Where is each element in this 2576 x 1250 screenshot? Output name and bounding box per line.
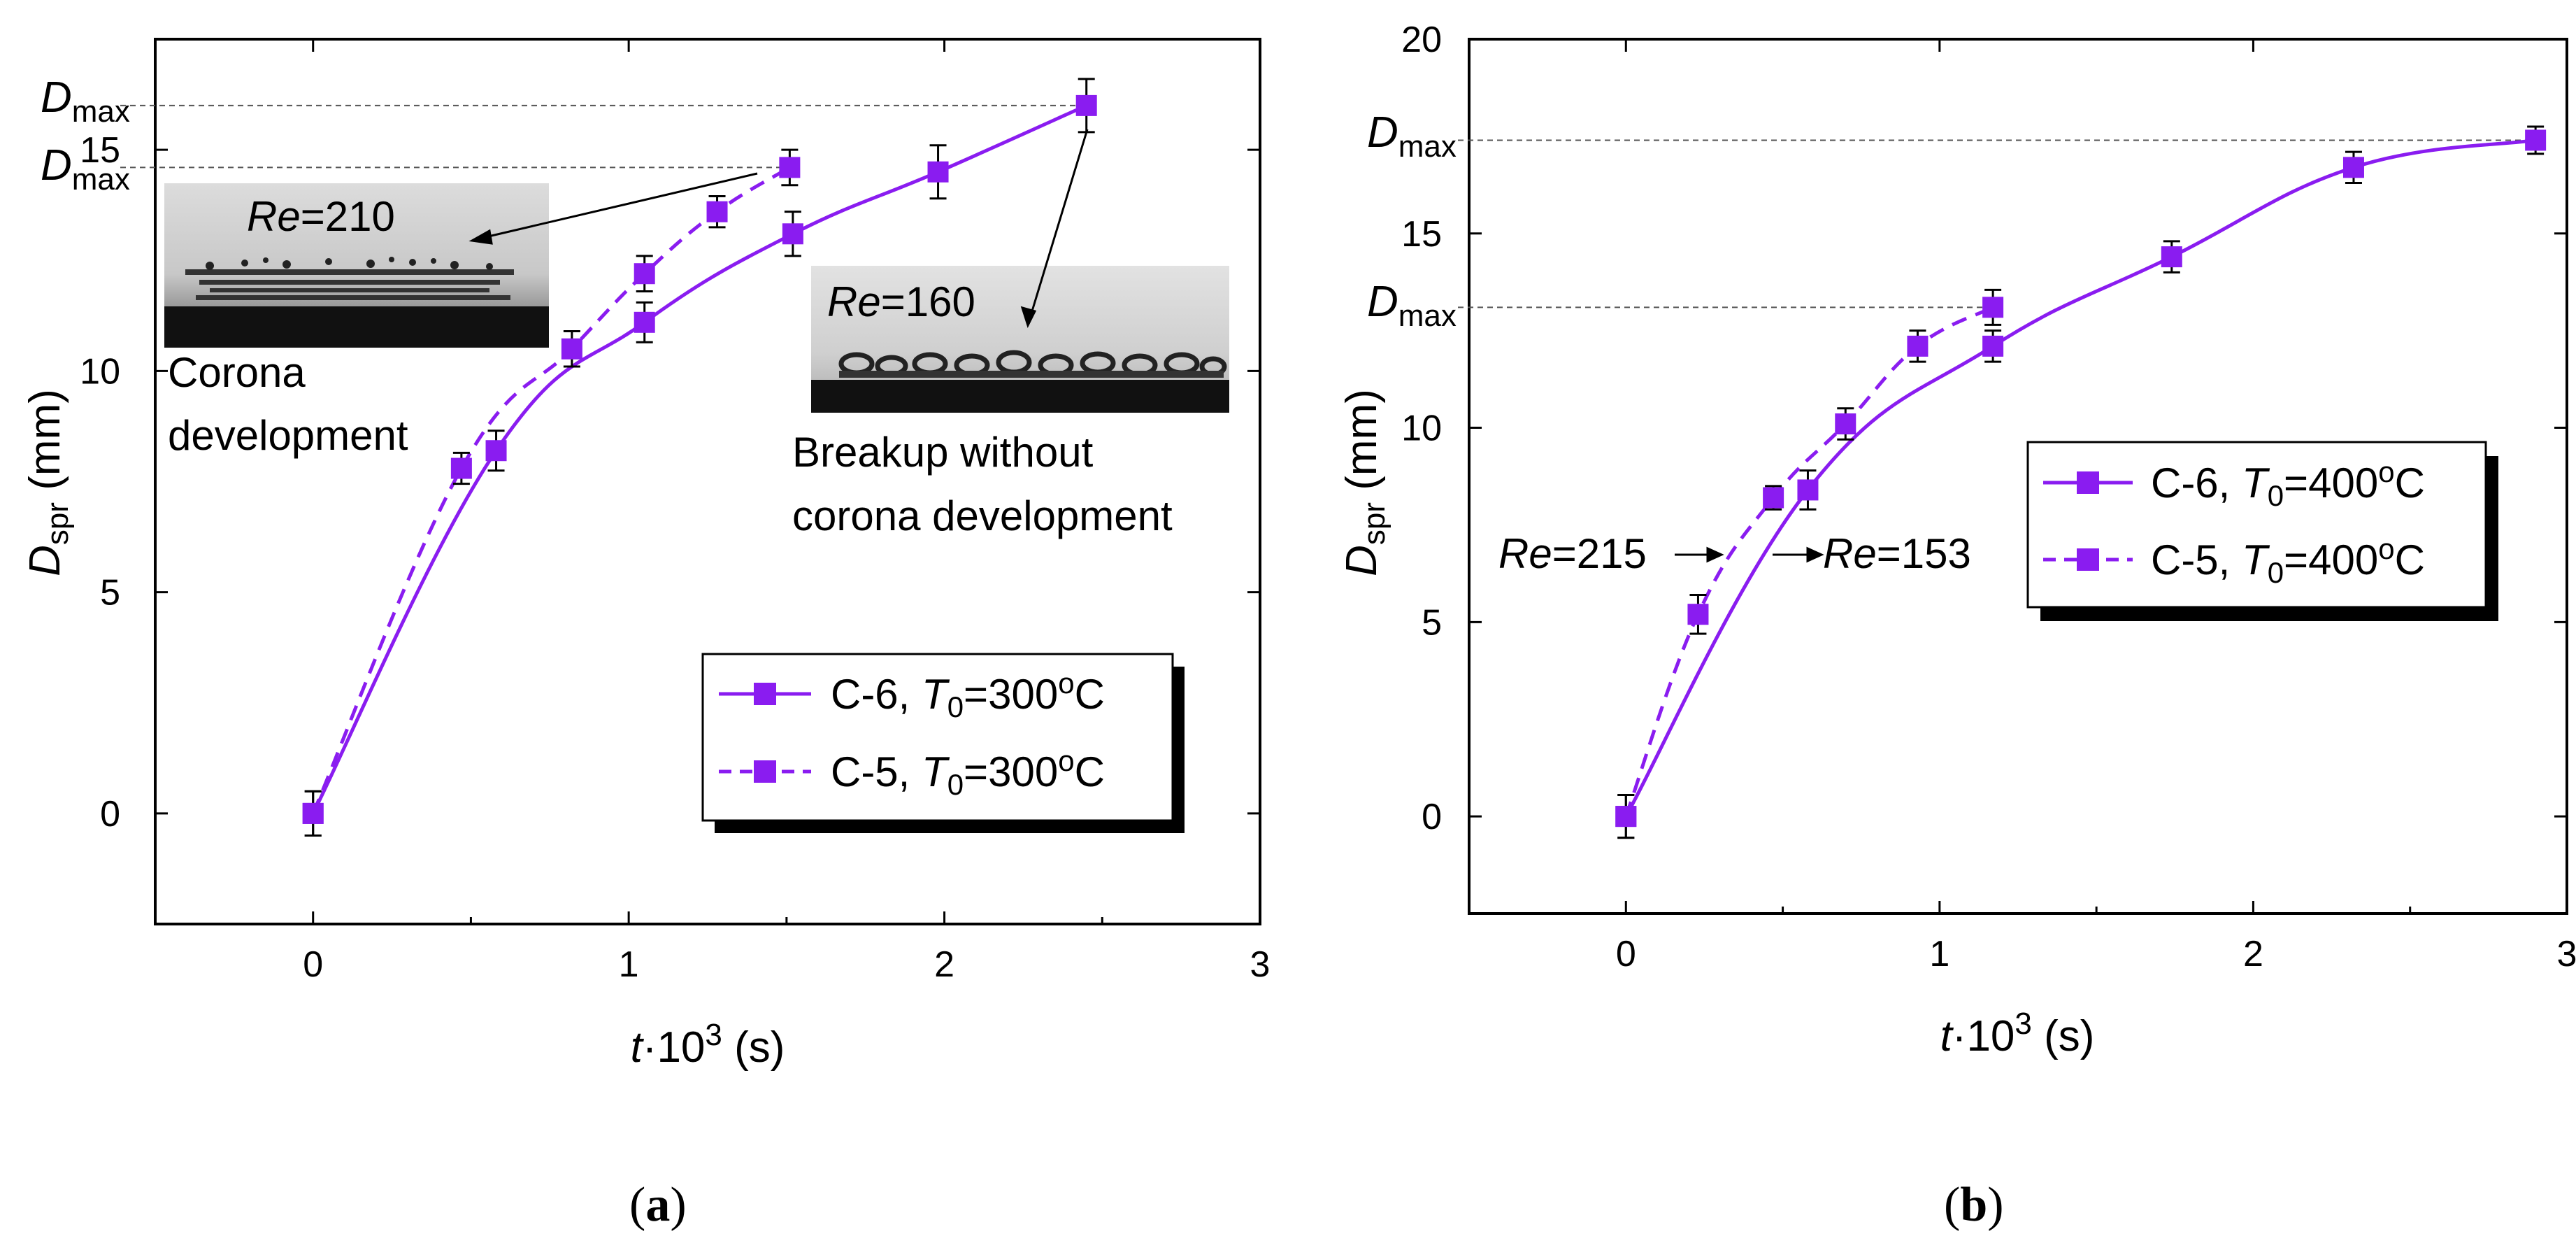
data-point-c-5-b xyxy=(1687,604,1709,625)
panel-label-b: (b) xyxy=(1944,1178,2004,1232)
legend-a: C-6, T0=300oC C-5, T0=300oC xyxy=(701,653,1185,833)
y-axis-label-b: Dspr (mm) xyxy=(1338,389,1391,576)
data-point-c-6-a xyxy=(634,311,655,333)
dmax-label-b-upper: Dmax xyxy=(1367,108,1457,164)
x-axis-label-b: t·103 (s) xyxy=(1940,1007,2095,1060)
data-point-c-5-a xyxy=(634,263,655,285)
inset-photo-re210 xyxy=(164,183,549,348)
breakup-label-line2: corona development xyxy=(792,492,1173,539)
re160-annotation: Re=160 xyxy=(827,278,975,325)
x-tick-label-a: 0 xyxy=(303,944,323,985)
x-tick-label-b: 3 xyxy=(2557,934,2576,974)
dmax-lines-a xyxy=(120,104,1087,169)
data-point-c-5-a xyxy=(302,802,324,824)
dmax-lines-b xyxy=(1458,139,2536,308)
chart-panel-a: Re=210 Re=160 Corona development Breakup… xyxy=(21,38,1270,1232)
data-point-c-5-a xyxy=(561,338,582,360)
data-point-c-6-b xyxy=(1982,335,2004,357)
data-point-c-5-a xyxy=(779,157,801,178)
inset-photo-re160 xyxy=(811,266,1229,413)
legend-a-c6: C-6, T0=300oC xyxy=(831,667,1105,723)
panel-label-a: (a) xyxy=(629,1178,687,1232)
x-tick-label-a: 3 xyxy=(1250,944,1271,985)
data-point-c-6-b xyxy=(2342,157,2364,178)
data-point-c-6-b xyxy=(2161,246,2182,268)
plot-frame-a xyxy=(154,38,1261,925)
re210-annotation: Re=210 xyxy=(247,193,395,240)
dmax-label-a-upper: Dmax xyxy=(41,73,130,129)
series-group-a xyxy=(302,78,1097,837)
dmax-label-b-lower: Dmax xyxy=(1367,278,1457,333)
data-point-c-5-b xyxy=(1615,806,1637,828)
axis-ticks-a: 0 1 2 3 0 5 10 15 xyxy=(80,39,1270,985)
plot-frame-b xyxy=(1468,38,2568,915)
y-tick-label-a: 15 xyxy=(80,130,120,171)
series-group-b xyxy=(1615,125,2547,839)
y-tick-label-b: 5 xyxy=(1422,602,1442,643)
legend-b-c6: C-6, T0=400oC xyxy=(2151,455,2425,512)
y-tick-label-b: 20 xyxy=(1401,20,1442,60)
data-point-c-6-a xyxy=(1075,94,1097,116)
data-point-c-5-b xyxy=(1907,335,1929,357)
legend-b-c5: C-5, T0=400oC xyxy=(2151,532,2425,589)
legend-b: C-6, T0=400oC C-5, T0=400oC xyxy=(2026,441,2498,621)
y-tick-label-a: 5 xyxy=(100,573,120,613)
re215-annotation: Re=215 xyxy=(1498,530,1647,577)
data-point-c-6-a xyxy=(782,223,803,245)
x-tick-label-a: 2 xyxy=(934,944,954,985)
data-point-c-6-a xyxy=(485,440,507,462)
annotation-arrows-a xyxy=(468,129,1089,328)
x-tick-label-a: 1 xyxy=(619,944,639,985)
data-point-c-6-b xyxy=(2525,129,2547,151)
x-tick-label-b: 2 xyxy=(2243,934,2263,974)
y-tick-label-b: 0 xyxy=(1422,797,1442,837)
y-tick-label-b: 15 xyxy=(1401,214,1442,255)
y-tick-label-a: 10 xyxy=(80,351,120,392)
breakup-label-line1: Breakup without xyxy=(792,429,1094,476)
data-point-c-5-b xyxy=(1982,297,2004,318)
re153-annotation: Re=153 xyxy=(1823,530,1971,577)
data-point-c-6-a xyxy=(927,161,949,183)
annotation-arrows-b xyxy=(1675,546,1824,563)
data-point-c-5-a xyxy=(706,201,728,222)
y-tick-label-b: 10 xyxy=(1401,409,1442,449)
corona-label-line1: Corona xyxy=(168,349,306,396)
corona-label-line2: development xyxy=(168,412,408,459)
data-point-c-5-b xyxy=(1835,413,1856,434)
legend-a-c5: C-5, T0=300oC xyxy=(831,744,1105,801)
chart-panel-b: Re=215 Re=153 C-6, T0=400oC C-5, T0=400o… xyxy=(1338,20,2576,1232)
x-tick-label-b: 0 xyxy=(1616,934,1636,974)
data-point-c-5-a xyxy=(450,457,472,479)
data-point-c-5-b xyxy=(1763,487,1784,509)
axis-ticks-b: 0 1 2 3 0 5 10 15 20 xyxy=(1401,20,2576,974)
x-tick-label-b: 1 xyxy=(1929,934,1949,974)
x-axis-label-a: t·103 (s) xyxy=(631,1018,785,1072)
y-tick-label-a: 0 xyxy=(100,794,120,834)
y-axis-label-a: Dspr (mm) xyxy=(21,389,75,576)
data-point-c-6-b xyxy=(1797,479,1819,501)
